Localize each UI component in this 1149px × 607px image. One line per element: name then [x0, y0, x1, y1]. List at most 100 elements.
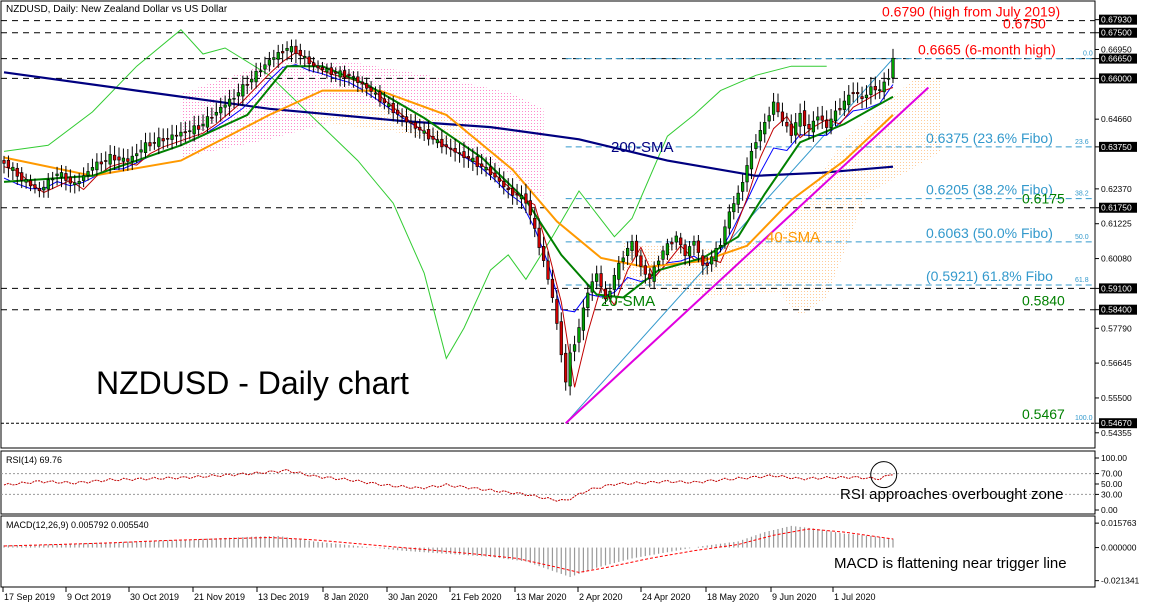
- date-tick-label-8: 13 Mar 2020: [516, 592, 567, 602]
- candle: [502, 171, 506, 195]
- price-tick-label-1: 0.67500: [1101, 28, 1132, 38]
- candle: [798, 103, 802, 136]
- rsi-tick-label-3: 30.00: [1101, 489, 1123, 499]
- candle: [382, 91, 386, 110]
- candle: [166, 128, 170, 148]
- level-label-4: 0.6375 (23.6% Fibo): [926, 130, 1053, 146]
- candle: [108, 145, 112, 174]
- candle: [219, 97, 223, 122]
- candle: [400, 108, 404, 127]
- candle: [838, 98, 842, 116]
- candle: [2, 155, 6, 174]
- candle: [670, 237, 674, 251]
- candle: [590, 273, 594, 301]
- candle: [511, 178, 515, 205]
- candle: [157, 127, 161, 155]
- price-tick-label-2: 0.66950: [1101, 44, 1132, 54]
- candle: [882, 72, 886, 100]
- candle: [210, 107, 214, 124]
- candle: [714, 241, 718, 268]
- date-tick-label-9: 2 Apr 2020: [579, 592, 623, 602]
- price-tick-label-16: 0.54670: [1101, 418, 1132, 428]
- date-tick-label-13: 1 Jul 2020: [834, 592, 876, 602]
- sma200-line: [3, 71, 894, 177]
- candle: [59, 165, 64, 188]
- trend-line: [565, 86, 930, 424]
- rsi-tick-label-2: 50.00: [1101, 479, 1123, 489]
- candle: [90, 158, 95, 176]
- level-label-1: 0.6750: [1003, 16, 1046, 32]
- candle: [656, 255, 661, 272]
- candle: [254, 62, 258, 89]
- candle: [855, 82, 860, 104]
- candle: [365, 77, 369, 96]
- candle: [847, 85, 851, 113]
- chart-title: NZDUSD, Daily: New Zealand Dollar vs US …: [6, 4, 228, 15]
- candle: [617, 256, 621, 287]
- candle: [732, 195, 736, 220]
- candle: [608, 283, 612, 303]
- macd-tick-label-0: 0.015763: [1101, 518, 1137, 528]
- candle: [475, 146, 479, 176]
- rsi-tick-label-1: 70.00: [1101, 469, 1123, 479]
- candle: [391, 96, 395, 122]
- candle: [130, 146, 134, 171]
- level-label-6: 0.6175: [1022, 191, 1065, 207]
- candle: [625, 241, 630, 266]
- candle: [316, 60, 320, 74]
- level-label-7: 0.6063 (50.0% Fibo): [926, 225, 1053, 241]
- candle: [55, 166, 59, 186]
- candle: [298, 43, 302, 65]
- candle: [294, 39, 298, 64]
- level-labels: 0.6790 (high from July 2019)0.6750 0.6665…: [882, 4, 1093, 423]
- candle: [749, 142, 754, 179]
- candle: [794, 112, 798, 144]
- macd-panel: 0.015763 0.000000 -0.021341: [3, 518, 1140, 586]
- price-tag-11: [1099, 283, 1137, 294]
- level-label-8: (0.5921) 61.8% Fibo: [926, 268, 1053, 284]
- candle: [143, 132, 148, 158]
- candle: [356, 71, 360, 93]
- candle: [767, 106, 771, 129]
- candle: [51, 171, 55, 190]
- price-tick-label-15: 0.55500: [1101, 393, 1132, 403]
- candle: [20, 167, 24, 189]
- candle: [413, 114, 417, 138]
- candle: [754, 134, 758, 159]
- candle: [338, 66, 342, 87]
- fibo-tag-4: 23.6: [1075, 139, 1089, 146]
- candle: [272, 49, 276, 68]
- candle: [409, 114, 413, 134]
- candle: [161, 128, 165, 150]
- candle: [665, 238, 670, 260]
- candle: [351, 71, 356, 88]
- candle: [205, 106, 210, 133]
- candle: [727, 204, 731, 235]
- rsi-tick-label-0: 100.00: [1101, 453, 1127, 463]
- level-label-0: 0.6790 (high from July 2019): [882, 4, 1060, 20]
- candle: [334, 67, 338, 82]
- fibo-tag-5: 38.2: [1075, 191, 1089, 198]
- price-tag-8: [1099, 202, 1137, 213]
- candle: [745, 157, 749, 192]
- date-tick-label-6: 30 Jan 2020: [388, 592, 438, 602]
- candle: [528, 190, 532, 225]
- rsi-panel-frame: [0, 450, 1096, 515]
- candle: [135, 143, 139, 164]
- candle: [497, 167, 501, 188]
- date-tick-label-2: 30 Oct 2019: [130, 592, 179, 602]
- candle: [104, 151, 108, 170]
- candle: [696, 234, 701, 263]
- candle: [493, 163, 497, 183]
- candle: [285, 41, 289, 61]
- price-tick-label-17: 0.54355: [1101, 428, 1132, 438]
- candle: [740, 174, 745, 201]
- candle: [179, 122, 183, 146]
- candle: [692, 235, 696, 256]
- rsi-line: [3, 468, 894, 502]
- candle: [24, 173, 28, 189]
- candle: [201, 114, 205, 132]
- fibo-tag-top: 0.0: [1083, 51, 1093, 58]
